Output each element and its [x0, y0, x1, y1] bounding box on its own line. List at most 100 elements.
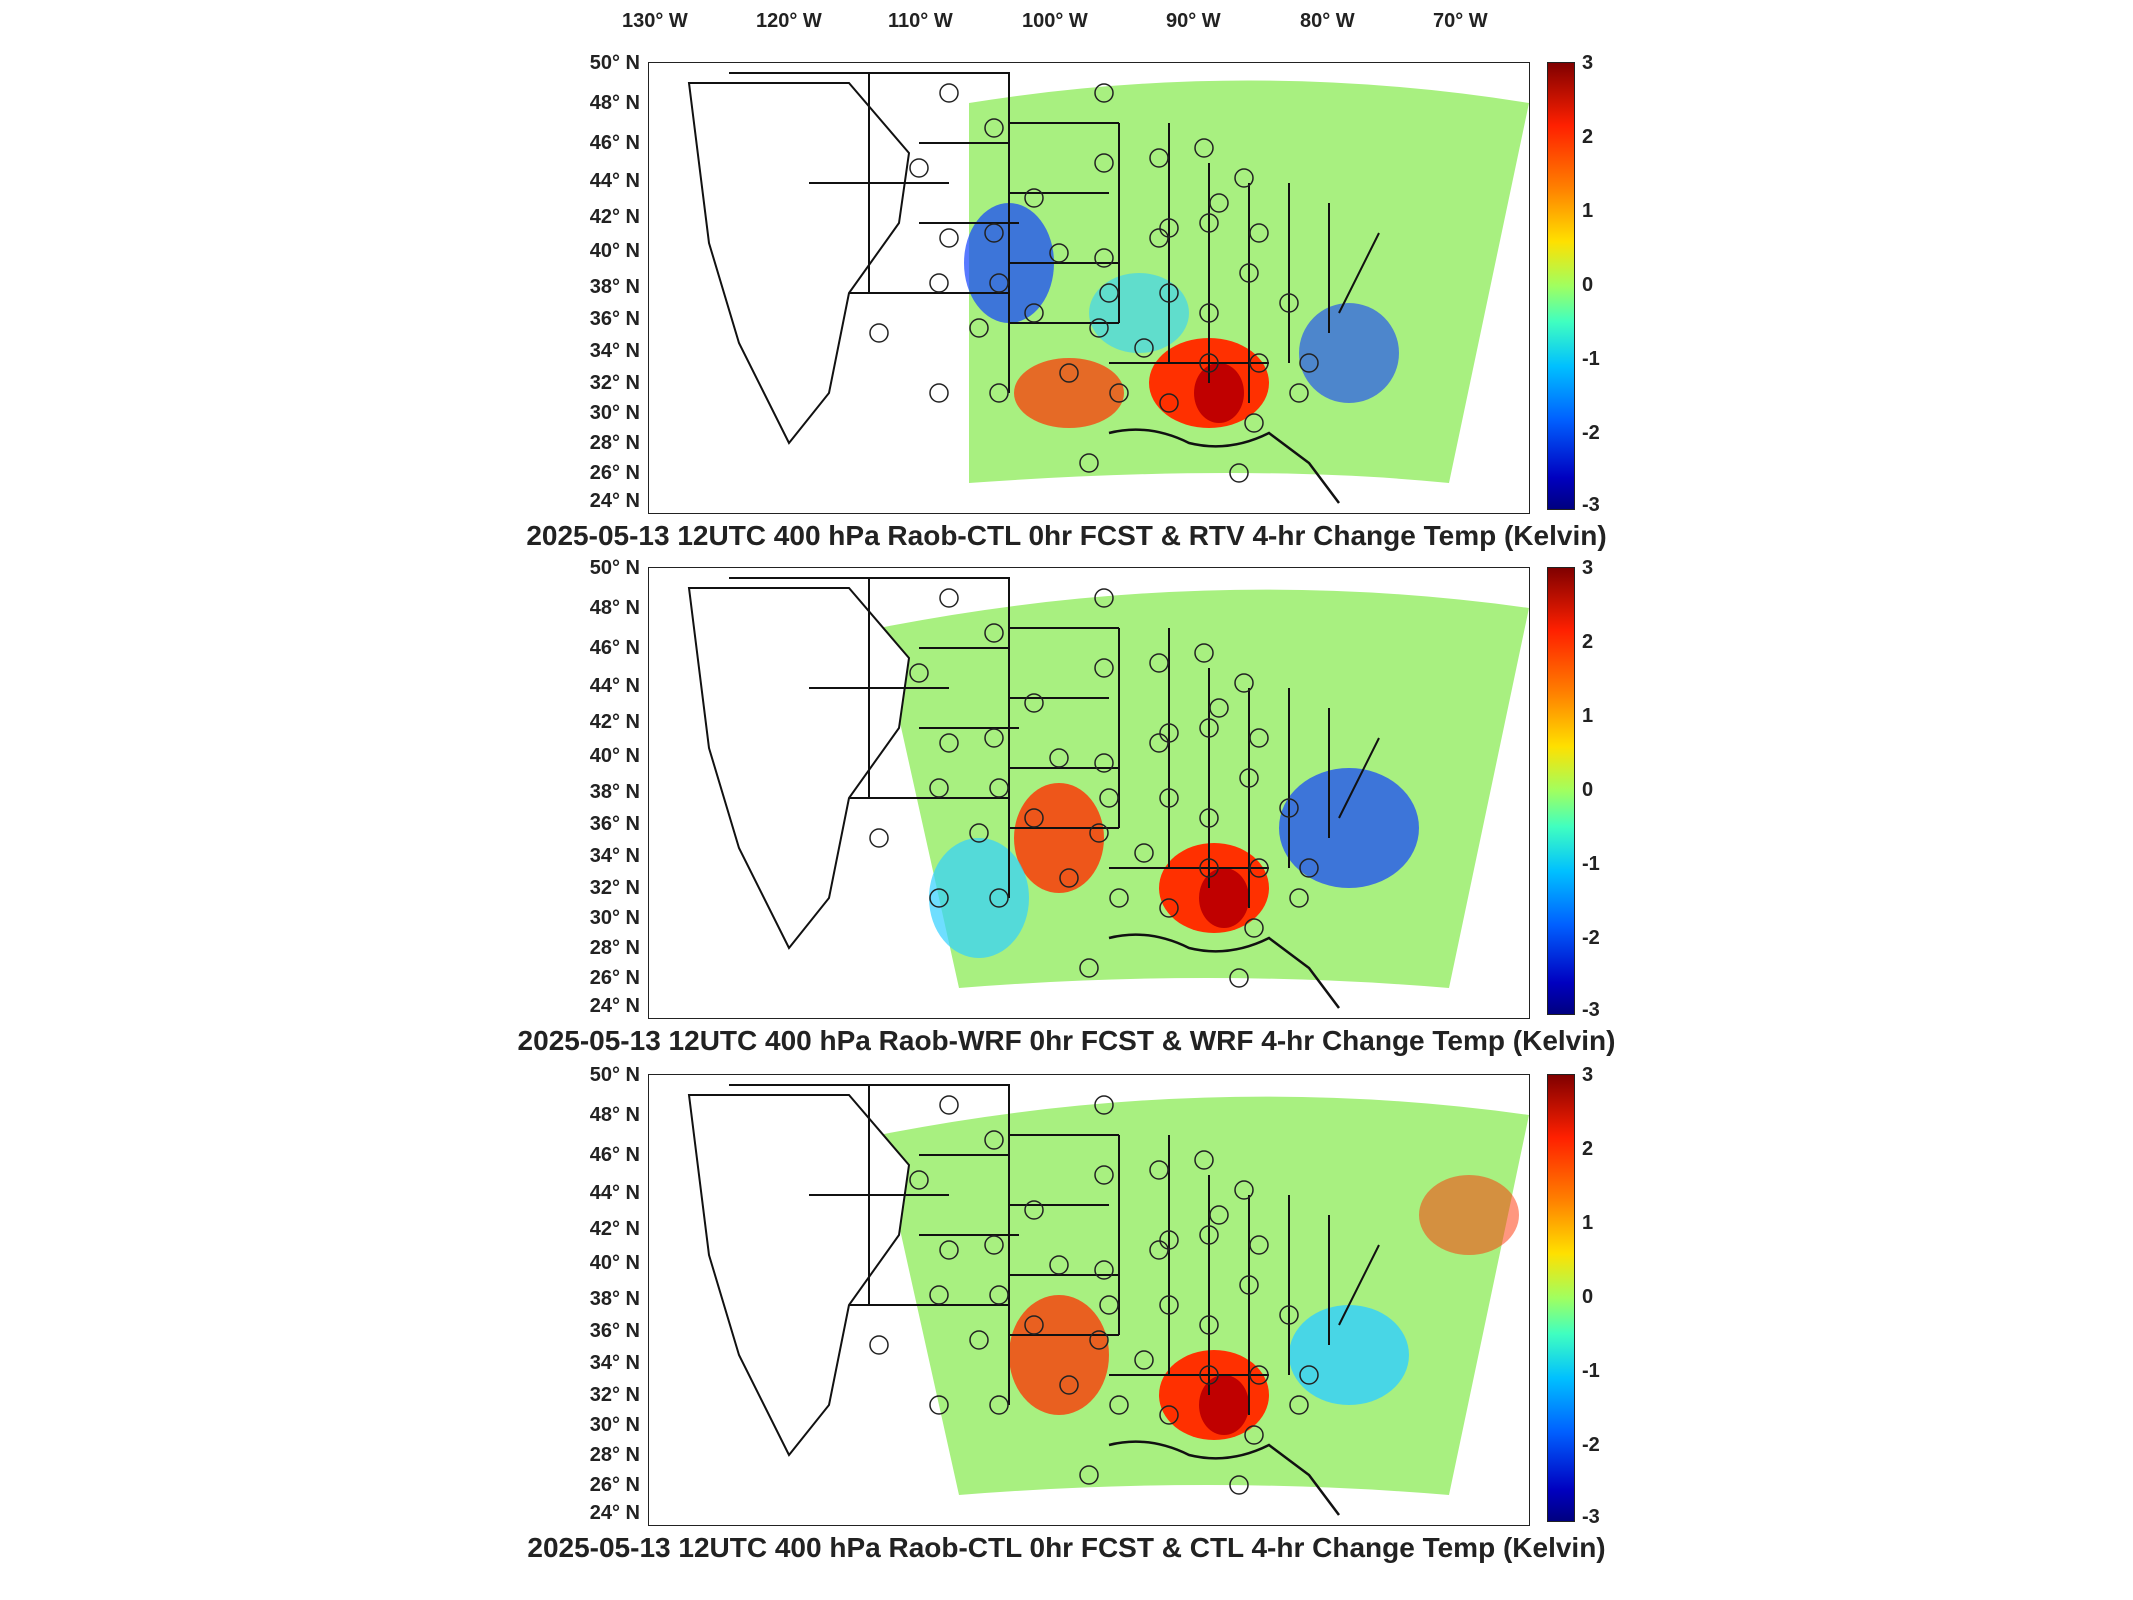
colorbar-tick: -1 — [1582, 1360, 1600, 1382]
raob-station-marker — [1229, 463, 1249, 483]
lat-label: 30° N — [589, 1414, 640, 1436]
raob-station-marker — [1199, 213, 1219, 233]
raob-station-marker — [984, 118, 1004, 138]
raob-station-marker — [1149, 653, 1169, 673]
colorbar — [1547, 1074, 1575, 1522]
raob-station-marker — [1244, 413, 1264, 433]
raob-station-marker — [1094, 153, 1114, 173]
raob-station-marker — [1234, 673, 1254, 693]
raob-station-marker — [1024, 1200, 1044, 1220]
lat-label: 34° N — [589, 340, 640, 362]
colorbar-tick: 2 — [1582, 631, 1594, 653]
raob-station-marker — [939, 83, 959, 103]
lat-label: 28° N — [589, 432, 640, 454]
raob-station-marker — [989, 1395, 1009, 1415]
lat-label: 40° N — [589, 745, 640, 767]
raob-station-marker — [1234, 1180, 1254, 1200]
lat-label: 26° N — [589, 1474, 640, 1496]
raob-station-marker — [1289, 383, 1309, 403]
raob-station-marker — [939, 588, 959, 608]
raob-station-marker — [929, 273, 949, 293]
raob-station-marker — [1159, 1405, 1179, 1425]
raob-station-marker — [1244, 1425, 1264, 1445]
raob-station-marker — [1249, 1365, 1269, 1385]
lon-label-130w: 130° W — [622, 10, 688, 32]
raob-station-marker — [1199, 353, 1219, 373]
raob-station-marker — [1289, 1395, 1309, 1415]
raob-station-marker — [1149, 733, 1169, 753]
raob-station-marker — [1089, 823, 1109, 843]
hot-anomaly — [1194, 363, 1244, 423]
raob-station-marker — [1094, 753, 1114, 773]
colorbar-tick: -2 — [1582, 1434, 1600, 1456]
raob-station-marker — [1159, 723, 1179, 743]
raob-station-marker — [939, 228, 959, 248]
lat-label: 44° N — [589, 1182, 640, 1204]
raob-station-marker — [1094, 658, 1114, 678]
raob-station-marker — [1059, 363, 1079, 383]
state-boundaries — [729, 72, 1380, 403]
map-frame — [648, 567, 1530, 1019]
temperature-field — [687, 1084, 1529, 1516]
raob-station-marker — [1094, 1260, 1114, 1280]
raob-station-marker — [1049, 1255, 1069, 1275]
cold-anomaly — [1279, 768, 1419, 888]
raob-station-marker — [1059, 1375, 1079, 1395]
panel-title: 2025-05-13 12UTC 400 hPa Raob-WRF 0hr FC… — [517, 1025, 1616, 1056]
raob-station-marker — [1024, 303, 1044, 323]
raob-station-marker — [1094, 83, 1114, 103]
raob-station-marker — [1249, 858, 1269, 878]
lat-label: 40° N — [589, 240, 640, 262]
raob-station-marker — [969, 823, 989, 843]
raob-station-marker — [989, 273, 1009, 293]
raob-station-marker — [1049, 243, 1069, 263]
raob-station-marker — [989, 888, 1009, 908]
lat-label: 32° N — [589, 372, 640, 394]
raob-station-marker — [939, 1095, 959, 1115]
lon-label-110w: 110° W — [888, 10, 953, 32]
raob-station-marker — [984, 1130, 1004, 1150]
raob-station-marker — [1279, 1305, 1299, 1325]
raob-station-marker — [1159, 788, 1179, 808]
lat-label: 46° N — [589, 637, 640, 659]
raob-station-marker — [989, 383, 1009, 403]
raob-station-marker — [1099, 1295, 1119, 1315]
raob-station-marker — [1249, 728, 1269, 748]
raob-station-marker — [1099, 788, 1119, 808]
colorbar-tick: 2 — [1582, 126, 1594, 148]
raob-station-marker — [929, 778, 949, 798]
western-us-outline — [687, 1094, 911, 1457]
raob-station-marker — [1089, 318, 1109, 338]
lon-label-100w: 100° W — [1022, 10, 1088, 32]
raob-station-marker — [1209, 1205, 1229, 1225]
warm-anomaly — [1014, 358, 1124, 428]
gulf-coastline — [1108, 933, 1340, 1009]
raob-station-marker — [984, 1235, 1004, 1255]
lat-label: 50° N — [589, 557, 640, 579]
lat-label: 26° N — [589, 462, 640, 484]
raob-station-marker — [969, 1330, 989, 1350]
cool-anomaly — [1089, 273, 1189, 353]
raob-station-marker — [929, 383, 949, 403]
lat-label: 26° N — [589, 967, 640, 989]
raob-station-marker — [929, 888, 949, 908]
raob-station-marker — [989, 1285, 1009, 1305]
lat-label: 34° N — [589, 845, 640, 867]
raob-station-marker — [984, 223, 1004, 243]
colorbar-tick: 0 — [1582, 274, 1594, 296]
lat-label: 48° N — [589, 92, 640, 114]
raob-station-marker — [1149, 1160, 1169, 1180]
lat-label: 30° N — [589, 907, 640, 929]
raob-station-marker — [1199, 858, 1219, 878]
colorbar-tick: 3 — [1582, 557, 1594, 579]
raob-station-marker — [869, 323, 889, 343]
raob-station-marker — [1229, 1475, 1249, 1495]
raob-station-marker — [1159, 283, 1179, 303]
raob-station-marker — [929, 1395, 949, 1415]
raob-station-marker — [939, 1240, 959, 1260]
raob-station-marker — [1199, 808, 1219, 828]
panel-title: 2025-05-13 12UTC 400 hPa Raob-CTL 0hr FC… — [527, 1532, 1606, 1563]
lat-label: 34° N — [589, 1352, 640, 1374]
colorbar-tick: 0 — [1582, 779, 1594, 801]
colorbar — [1547, 62, 1575, 510]
